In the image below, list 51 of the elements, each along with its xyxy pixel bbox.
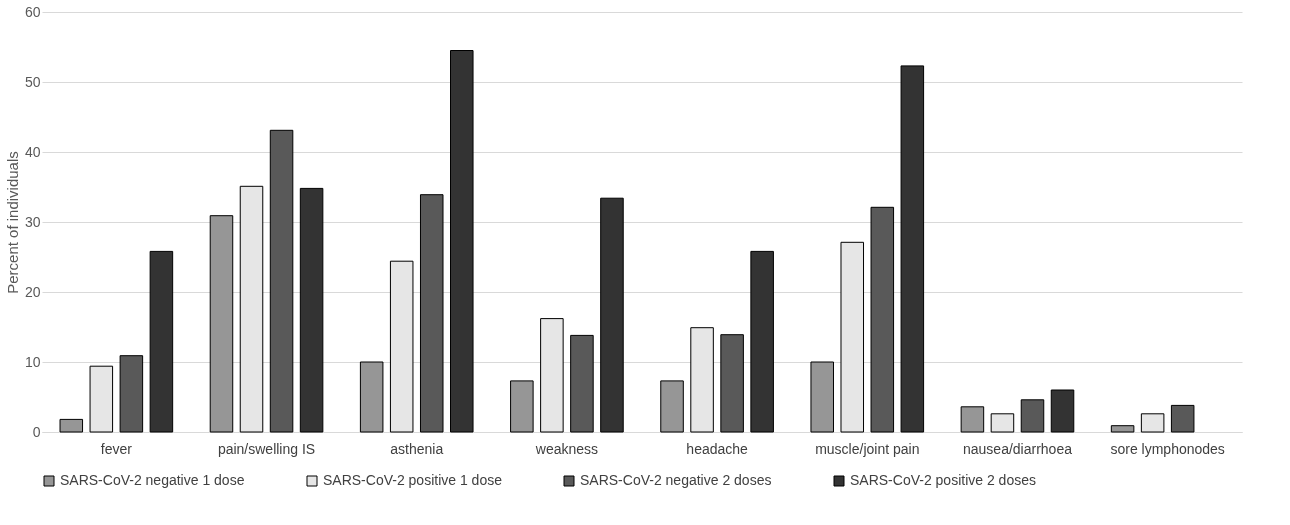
legend-label: SARS-CoV-2 negative 1 dose [60,472,245,488]
bar [269,129,294,433]
bar [359,361,384,433]
x-tick-label: pain/swelling IS [217,440,316,457]
bar [239,185,264,433]
bar [960,406,985,433]
legend-label: SARS-CoV-2 positive 1 dose [323,472,503,488]
bar [900,65,925,433]
bar [810,361,834,433]
x-tick-label: headache [686,440,749,457]
x-tick-label: nausea/diarrhoea [962,440,1073,457]
x-tick-label: weakness [534,440,599,457]
bar [89,365,114,433]
y-tick-label: 50 [24,73,41,90]
bar [389,260,414,433]
bar [1170,404,1195,433]
bar [990,413,1015,433]
x-tick-label: sore lymphonodes [1110,440,1225,457]
bar [510,380,534,433]
bar [299,187,324,433]
x-tick-label: fever [100,440,133,457]
bar [600,197,624,433]
y-axis-title: Percent of individuals [3,151,21,294]
bar [720,334,744,433]
bar [570,334,594,433]
bar [540,318,564,433]
bar [1110,425,1135,433]
bar [149,250,174,433]
bar [660,380,684,433]
y-tick-label: 20 [24,283,41,300]
bar [419,194,444,433]
x-tick-label: asthenia [390,440,444,457]
bar [209,215,234,433]
bar [1050,389,1075,433]
x-tick-label: muscle/joint pain [815,440,920,457]
bar [450,50,474,433]
bar [1140,413,1165,433]
bar [750,250,774,433]
y-tick-label: 0 [32,423,41,440]
y-tick-label: 30 [24,213,41,230]
bar [690,327,714,433]
y-tick-label: 60 [24,3,41,20]
legend-label: SARS-CoV-2 positive 2 doses [850,472,1036,488]
y-tick-label: 40 [24,143,41,160]
bar [59,418,84,433]
bar [119,355,144,433]
bar [1020,399,1045,433]
bar [840,241,865,433]
y-tick-label: 10 [24,353,41,370]
legend-label: SARS-CoV-2 negative 2 doses [580,472,772,488]
bar [870,206,895,433]
